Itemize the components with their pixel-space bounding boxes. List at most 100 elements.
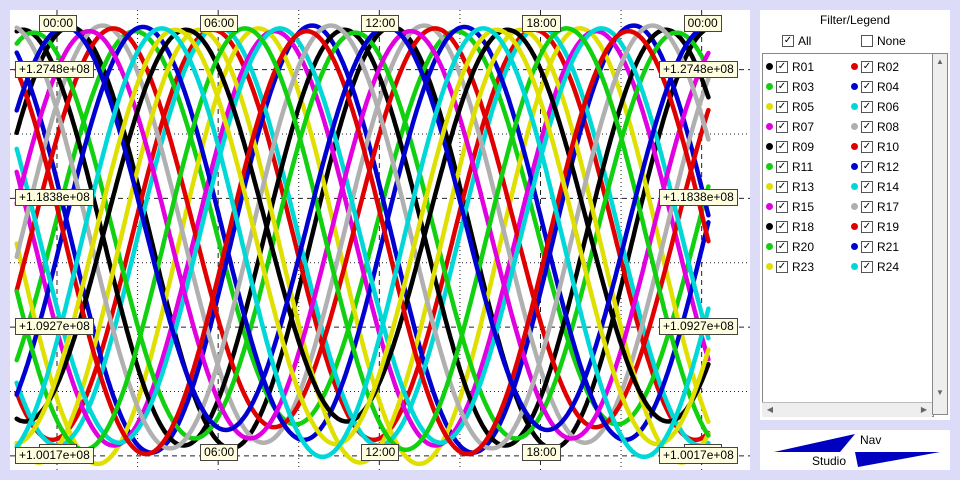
legend-checkbox[interactable]: ✓ xyxy=(861,180,873,193)
legend-item-r06[interactable]: ✓ R06 xyxy=(851,98,899,114)
chart-plot xyxy=(10,10,750,470)
series-line-r06 xyxy=(14,24,711,448)
legend-color-dot xyxy=(766,63,773,71)
plot-panel: 00:00 00:00 06:00 06:00 12:00 12:00 18:00 18:00… xyxy=(10,10,750,470)
legend-item-r11[interactable]: ✓ R11 xyxy=(766,158,813,174)
legend-checkbox[interactable]: ✓ xyxy=(776,180,788,193)
legend-checkbox[interactable]: ✓ xyxy=(861,120,873,133)
legend-checkbox[interactable]: ✓ xyxy=(776,160,788,173)
legend-item-r08[interactable]: ✓ R08 xyxy=(851,118,899,134)
scroll-left-icon[interactable]: ◀ xyxy=(766,405,774,414)
legend-checkbox[interactable]: ✓ xyxy=(776,140,788,153)
legend-label: R10 xyxy=(877,139,900,154)
legend-checkbox[interactable]: ✓ xyxy=(776,60,788,73)
legend-checkbox[interactable]: ✓ xyxy=(776,120,788,133)
legend-checkbox[interactable]: ✓ xyxy=(861,200,873,213)
legend-checkbox[interactable]: ✓ xyxy=(776,240,788,253)
legend-item-r10[interactable]: ✓ R10 xyxy=(851,138,899,154)
legend-item-r15[interactable]: ✓ R15 xyxy=(766,198,814,214)
nav-arrow-right-shape[interactable] xyxy=(855,452,940,467)
y-tick-label-right: +1.2748e+08 xyxy=(659,60,738,78)
legend-checkbox[interactable]: ✓ xyxy=(776,100,788,113)
filter-all-option[interactable]: ✓ All xyxy=(782,33,811,48)
legend-checkbox[interactable]: ✓ xyxy=(861,160,873,173)
legend-label: R19 xyxy=(877,219,900,234)
y-tick-label-right: +1.1838e+08 xyxy=(659,189,738,207)
nav-arrow-left-shape[interactable] xyxy=(774,434,855,452)
legend-item-r20[interactable]: ✓ R20 xyxy=(766,238,814,254)
legend-label: R24 xyxy=(877,259,900,274)
legend-item-r24[interactable]: ✓ R24 xyxy=(851,258,899,274)
legend-color-dot xyxy=(851,83,858,91)
y-tick-label-left: +1.0927e+08 xyxy=(15,318,94,336)
legend-color-dot xyxy=(766,143,773,151)
legend-color-dot xyxy=(766,123,773,131)
legend-label: R23 xyxy=(792,259,815,274)
legend-color-dot xyxy=(766,223,773,231)
filter-none-option[interactable]: None xyxy=(861,33,906,48)
legend-checkbox[interactable]: ✓ xyxy=(861,100,873,113)
filter-all-checkbox[interactable]: ✓ xyxy=(782,34,794,47)
filter-all-label: All xyxy=(798,33,812,48)
legend-label: R21 xyxy=(877,239,900,254)
legend-checkbox[interactable]: ✓ xyxy=(776,220,788,233)
legend-color-dot xyxy=(766,263,773,271)
legend-checkbox[interactable]: ✓ xyxy=(861,140,873,153)
legend-item-r12[interactable]: ✓ R12 xyxy=(851,158,899,174)
filter-none-checkbox[interactable] xyxy=(861,34,873,47)
scroll-up-icon[interactable]: ▲ xyxy=(936,57,944,66)
nav-panel[interactable]: Nav Studio xyxy=(760,430,950,470)
legend-label: R13 xyxy=(792,179,815,194)
series-line-r20 xyxy=(14,26,711,453)
nav-arrow-icon[interactable] xyxy=(760,430,950,470)
legend-panel: Filter/Legend ✓ All None ✓ R01 ✓ R02 ✓ R03 ✓ R04… xyxy=(760,10,950,420)
legend-checkbox[interactable]: ✓ xyxy=(861,80,873,93)
legend-color-dot xyxy=(851,143,858,151)
legend-checkbox[interactable]: ✓ xyxy=(861,60,873,73)
legend-item-r01[interactable]: ✓ R01 xyxy=(766,58,814,74)
series-line-r14 xyxy=(14,26,711,445)
legend-checkbox[interactable]: ✓ xyxy=(861,220,873,233)
nav-label[interactable]: Nav xyxy=(860,433,882,447)
legend-vertical-scrollbar[interactable]: ▲ ▼ xyxy=(932,53,948,415)
scroll-down-icon[interactable]: ▼ xyxy=(936,388,944,397)
legend-checkbox[interactable]: ✓ xyxy=(776,80,788,93)
legend-item-r21[interactable]: ✓ R21 xyxy=(851,238,899,254)
legend-checkbox[interactable]: ✓ xyxy=(776,260,788,273)
legend-color-dot xyxy=(766,83,773,91)
legend-label: R17 xyxy=(877,199,900,214)
legend-item-r02[interactable]: ✓ R02 xyxy=(851,58,899,74)
legend-item-r18[interactable]: ✓ R18 xyxy=(766,218,814,234)
legend-item-r13[interactable]: ✓ R13 xyxy=(766,178,814,194)
legend-color-dot xyxy=(766,203,773,211)
x-tick-label-bottom: 06:00 xyxy=(200,444,239,461)
x-tick-label-top: 12:00 xyxy=(361,15,400,32)
legend-item-r23[interactable]: ✓ R23 xyxy=(766,258,814,274)
legend-checkbox[interactable]: ✓ xyxy=(776,200,788,213)
legend-item-r03[interactable]: ✓ R03 xyxy=(766,78,814,94)
legend-item-r17[interactable]: ✓ R17 xyxy=(851,198,899,214)
legend-color-dot xyxy=(851,183,858,191)
series-line-r12 xyxy=(14,24,711,443)
y-tick-label-right: +1.0927e+08 xyxy=(659,318,738,336)
legend-color-dot xyxy=(851,243,858,251)
legend-horizontal-scrollbar[interactable]: ◀ ▶ xyxy=(762,402,932,417)
legend-label: R11 xyxy=(792,159,814,174)
legend-item-r09[interactable]: ✓ R09 xyxy=(766,138,814,154)
legend-item-r19[interactable]: ✓ R19 xyxy=(851,218,899,234)
studio-label[interactable]: Studio xyxy=(812,454,847,468)
series-line-r19 xyxy=(14,28,711,457)
legend-label: R15 xyxy=(792,199,815,214)
scroll-right-icon[interactable]: ▶ xyxy=(920,405,928,414)
legend-item-r04[interactable]: ✓ R04 xyxy=(851,78,899,94)
legend-item-r05[interactable]: ✓ R05 xyxy=(766,98,814,114)
y-tick-label-left: +1.2748e+08 xyxy=(15,60,94,78)
legend-color-dot xyxy=(766,163,773,171)
legend-checkbox[interactable]: ✓ xyxy=(861,240,873,253)
x-tick-label-bottom: 12:00 xyxy=(361,444,400,461)
legend-color-dot xyxy=(851,123,858,131)
legend-item-r14[interactable]: ✓ R14 xyxy=(851,178,899,194)
legend-item-r07[interactable]: ✓ R07 xyxy=(766,118,814,134)
legend-label: R12 xyxy=(877,159,900,174)
legend-checkbox[interactable]: ✓ xyxy=(861,260,873,273)
